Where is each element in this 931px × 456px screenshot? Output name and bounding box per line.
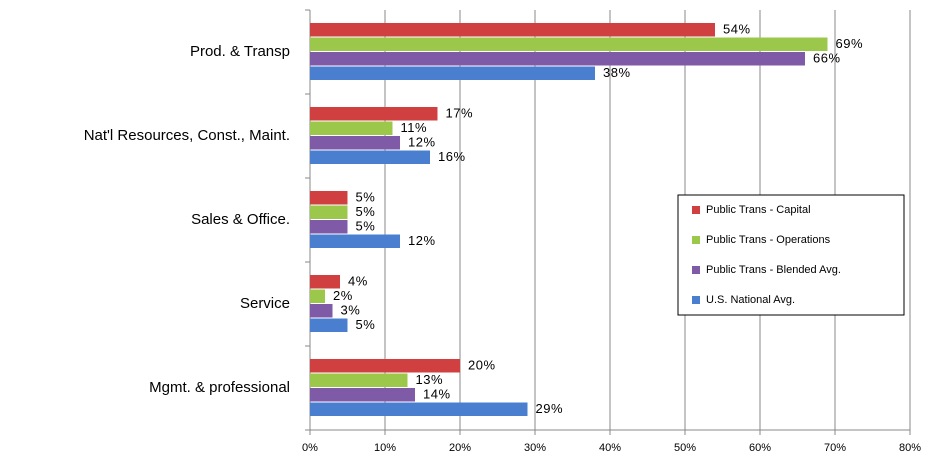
data-label: 54% [723, 22, 751, 37]
bar [310, 37, 828, 51]
bar [310, 388, 415, 402]
data-label: 38% [603, 65, 631, 80]
x-tick-label: 70% [824, 442, 846, 454]
data-label: 16% [438, 149, 466, 164]
data-label: 5% [356, 190, 376, 205]
data-label: 17% [446, 106, 474, 121]
data-label: 29% [536, 401, 564, 416]
legend-box [677, 194, 905, 316]
data-label: 11% [401, 120, 428, 135]
data-label: 14% [423, 387, 451, 402]
bar [310, 234, 400, 248]
legend-label: U.S. National Avg. [706, 294, 795, 306]
bar [310, 191, 348, 205]
legend-swatch [692, 236, 700, 244]
x-tick-label: 80% [899, 442, 921, 454]
x-tick-label: 50% [674, 442, 696, 454]
bar [310, 402, 528, 416]
data-label: 13% [416, 372, 444, 387]
bar [310, 359, 460, 373]
data-label: 4% [348, 274, 368, 289]
bar [310, 205, 348, 219]
y-tick-label: Sales & Office. [191, 211, 290, 228]
y-tick-label: Service [240, 295, 290, 312]
data-label: 20% [468, 358, 496, 373]
bar [310, 107, 438, 121]
data-label: 12% [408, 233, 436, 248]
bar [310, 373, 408, 387]
bar [310, 66, 595, 80]
bar [310, 150, 430, 164]
legend-swatch [692, 266, 700, 274]
data-label: 2% [333, 288, 353, 303]
data-label: 5% [356, 204, 376, 219]
data-label: 3% [341, 303, 361, 318]
y-tick-label: Prod. & Transp [190, 43, 290, 60]
x-tick-label: 10% [374, 442, 396, 454]
bar [310, 136, 400, 150]
legend-label: Public Trans - Operations [706, 234, 831, 246]
data-label: 5% [356, 219, 376, 234]
legend-label: Public Trans - Capital [706, 204, 811, 216]
x-tick-label: 40% [599, 442, 621, 454]
bar [310, 23, 715, 37]
y-tick-label: Mgmt. & professional [149, 379, 290, 396]
data-label: 66% [813, 51, 841, 66]
bar [310, 318, 348, 332]
x-tick-label: 0% [302, 442, 318, 454]
bar [310, 121, 393, 135]
x-tick-label: 60% [749, 442, 771, 454]
data-label: 69% [836, 36, 864, 51]
data-label: 5% [356, 317, 376, 332]
y-tick-label: Nat'l Resources, Const., Maint. [84, 127, 290, 144]
bar [310, 52, 805, 66]
bar [310, 275, 340, 289]
x-tick-label: 20% [449, 442, 471, 454]
legend-swatch [692, 296, 700, 304]
bar [310, 289, 325, 303]
bar [310, 220, 348, 234]
legend-label: Public Trans - Blended Avg. [706, 264, 841, 276]
data-label: 12% [408, 135, 436, 150]
bar [310, 304, 333, 318]
legend-swatch [692, 206, 700, 214]
x-tick-label: 30% [524, 442, 546, 454]
